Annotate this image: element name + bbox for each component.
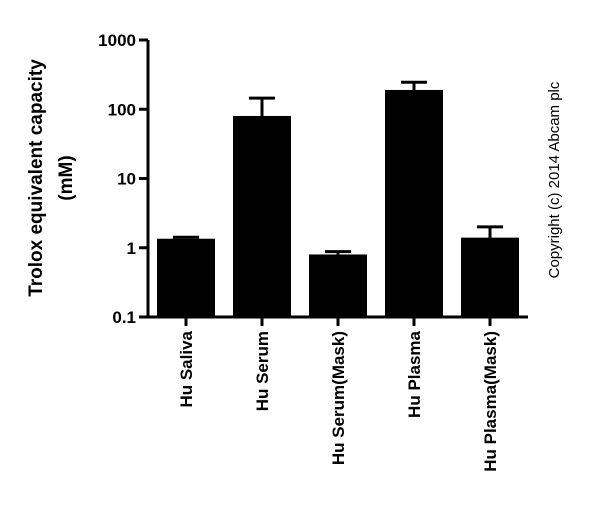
x-tick-label: Hu Plasma	[405, 330, 424, 417]
bar	[233, 115, 291, 317]
y-axis-label-line1: Trolox equivalent capacity	[26, 59, 47, 297]
bars	[157, 80, 519, 317]
copyright-notice: Copyright (c) 2014 Abcam plc	[546, 81, 563, 278]
bar	[157, 238, 215, 317]
y-axis-ticks: 0.1 1 10 100 1000	[98, 31, 148, 327]
bar	[385, 89, 443, 317]
y-axis-label-line2: (mM)	[56, 155, 77, 200]
bar	[461, 237, 519, 317]
y-tick-label: 0.1	[112, 308, 136, 327]
x-tick-label: Hu Serum	[253, 331, 272, 411]
x-axis-ticks: Hu Saliva Hu Serum Hu Serum(Mask) Hu Plasma…	[177, 317, 500, 472]
y-tick-label: 100	[108, 100, 136, 119]
x-tick-label: Hu Saliva	[177, 330, 196, 407]
y-axis-title: Trolox equivalent capacity (mM)	[26, 59, 77, 297]
y-tick-label: 1000	[98, 31, 136, 50]
x-tick-label: Hu Plasma(Mask)	[481, 331, 500, 472]
y-tick-label: 10	[117, 170, 136, 189]
bar	[309, 254, 367, 317]
y-tick-label: 1	[127, 239, 136, 258]
x-tick-label: Hu Serum(Mask)	[329, 331, 348, 465]
